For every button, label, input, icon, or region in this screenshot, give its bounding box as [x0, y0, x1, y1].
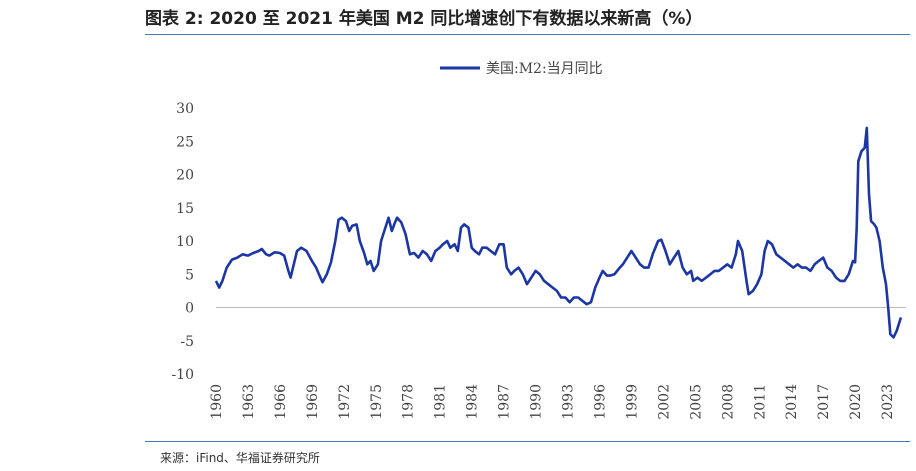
chart-title: 图表 2: 2020 至 2021 年美国 M2 同比增速创下有数据以来新高（%… — [145, 9, 703, 29]
x-tick-label: 1987 — [497, 384, 513, 420]
y-tick-label: 30 — [176, 101, 194, 117]
legend: 美国:M2:当月同比 — [440, 61, 603, 77]
x-tick-label: 2020 — [848, 384, 864, 420]
x-tick-label: 1999 — [624, 384, 640, 420]
y-tick-label: -5 — [180, 334, 194, 350]
x-tick-label: 1975 — [369, 384, 385, 420]
top-rule — [145, 34, 910, 35]
x-tick-label: 1993 — [561, 384, 577, 420]
x-tick-label: 2005 — [688, 384, 704, 420]
legend-label: 美国:M2:当月同比 — [486, 61, 603, 77]
y-tick-label: -10 — [171, 367, 194, 383]
x-tick-label: 2011 — [752, 384, 768, 420]
x-tick-label: 2014 — [784, 384, 800, 420]
x-tick-label: 2002 — [656, 384, 672, 420]
x-tick-label: 2023 — [880, 384, 896, 420]
x-tick-label: 1990 — [529, 384, 545, 420]
y-axis: 30 25 20 15 10 5 0 -5 -10 — [171, 101, 194, 383]
x-axis: 1960 1963 1966 1969 1972 1975 1978 1981 1984 1987… — [209, 384, 896, 420]
x-tick-label: 1966 — [273, 384, 289, 420]
x-tick-label: 1984 — [465, 384, 481, 420]
x-tick-label: 2008 — [720, 384, 736, 420]
y-tick-label: 25 — [176, 134, 194, 150]
y-tick-label: 10 — [176, 234, 194, 250]
source-note: 来源：iFind、华福证券研究所 — [160, 451, 320, 465]
y-tick-label: 15 — [176, 201, 194, 217]
x-tick-label: 1969 — [305, 384, 321, 420]
x-tick-label: 1960 — [209, 384, 225, 420]
y-tick-label: 0 — [185, 301, 194, 317]
y-tick-label: 20 — [176, 168, 194, 184]
y-tick-label: 5 — [185, 267, 194, 283]
x-tick-label: 1996 — [592, 384, 608, 420]
bottom-rule — [145, 441, 910, 442]
x-tick-label: 1981 — [433, 384, 449, 420]
x-tick-label: 2017 — [816, 384, 832, 420]
x-tick-label: 1978 — [401, 384, 417, 420]
series-line-us-m2-yoy — [214, 126, 903, 339]
x-tick-label: 1963 — [241, 384, 257, 420]
x-tick-label: 1972 — [337, 384, 353, 420]
